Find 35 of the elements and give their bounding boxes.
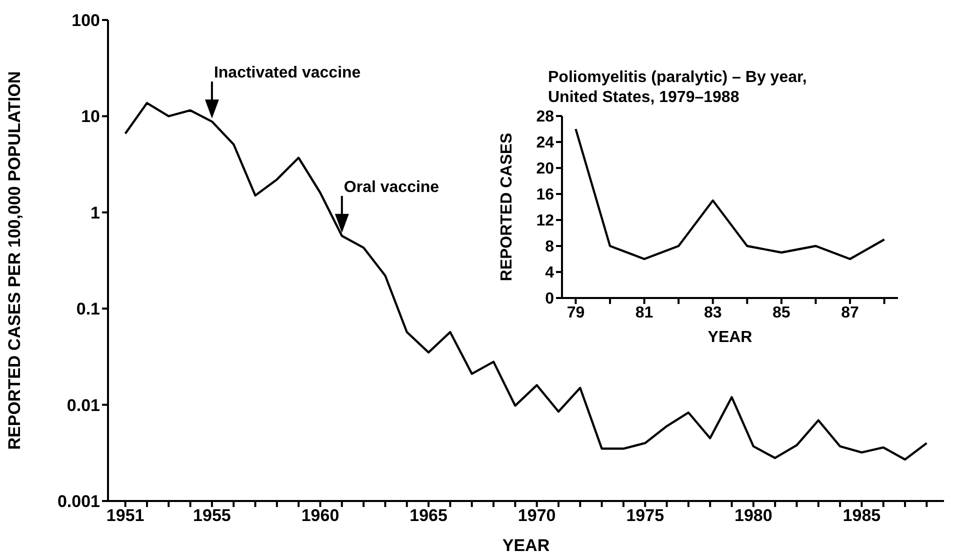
y-axis-title: REPORTED CASES bbox=[498, 132, 516, 282]
y-tick-label: 0.001 bbox=[57, 492, 100, 512]
x-tick-label: 1955 bbox=[193, 506, 231, 526]
x-axis-title: YEAR bbox=[708, 329, 753, 346]
x-tick-label: 1965 bbox=[410, 506, 448, 526]
chart-title: Poliomyelitis (paralytic) – By year, United States, 1979–1988 bbox=[548, 68, 808, 108]
y-tick-label: 100 bbox=[72, 11, 100, 30]
y-tick-label: 4 bbox=[545, 264, 554, 282]
x-tick-label: 1970 bbox=[518, 506, 556, 526]
y-tick-label: 10 bbox=[81, 107, 100, 126]
y-tick-label: 1 bbox=[90, 203, 100, 222]
x-tick-label: 1985 bbox=[842, 506, 881, 526]
x-axis-title: YEAR bbox=[502, 536, 550, 555]
x-tick-label: 1951 bbox=[106, 506, 144, 526]
x-tick-label: 81 bbox=[635, 304, 654, 322]
annotation: Oral vaccine bbox=[344, 178, 440, 196]
y-tick-label: 24 bbox=[536, 134, 554, 152]
annotation: Inactivated vaccine bbox=[214, 64, 361, 82]
y-tick-label: 20 bbox=[536, 160, 554, 178]
x-tick-label: 79 bbox=[566, 304, 585, 322]
x-tick-label: 87 bbox=[841, 304, 859, 322]
y-tick-label: 12 bbox=[536, 212, 554, 230]
y-tick-label: 0.01 bbox=[66, 396, 100, 415]
x-tick-label: 83 bbox=[704, 304, 722, 322]
x-tick-label: 85 bbox=[772, 304, 790, 322]
y-tick-label: 8 bbox=[545, 238, 554, 256]
y-tick-label: 16 bbox=[536, 186, 554, 204]
line-series bbox=[574, 128, 886, 260]
x-tick-label: 1980 bbox=[734, 506, 772, 526]
x-tick-label: 1960 bbox=[301, 506, 340, 526]
y-tick-label: 28 bbox=[536, 108, 554, 126]
y-tick-label: 0 bbox=[545, 290, 554, 308]
x-tick-label: 1975 bbox=[626, 506, 664, 526]
y-axis-title: REPORTED CASES PER 100,000 POPULATION bbox=[5, 71, 24, 450]
y-tick-label: 0.1 bbox=[76, 300, 100, 319]
